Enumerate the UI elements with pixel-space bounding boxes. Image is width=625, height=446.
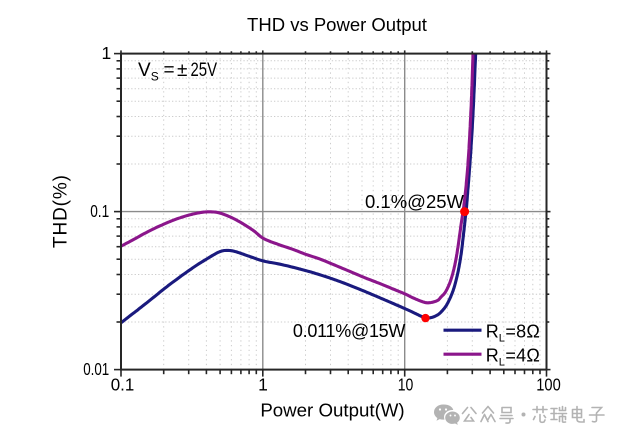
svg-text:VS=±25V: VS = ±25V <box>138 60 217 84</box>
svg-text:RL=8Ω: RL=8Ω <box>486 321 540 344</box>
svg-text:0.011%@15W: 0.011%@15W <box>293 321 406 341</box>
svg-text:THD(%): THD(%) <box>50 175 71 248</box>
svg-text:0.1: 0.1 <box>90 201 109 221</box>
svg-text:0.1%@25W: 0.1%@25W <box>365 191 465 212</box>
svg-text:RL=4Ω: RL=4Ω <box>486 346 540 369</box>
svg-text:1: 1 <box>101 43 111 63</box>
svg-text:100: 100 <box>536 375 561 395</box>
svg-text:Power Output(W): Power Output(W) <box>260 400 404 421</box>
svg-text:1: 1 <box>258 375 268 395</box>
svg-text:THD vs Power Output: THD vs Power Output <box>247 14 427 35</box>
svg-text:0.01: 0.01 <box>83 359 109 379</box>
svg-text:0.1: 0.1 <box>111 375 135 395</box>
svg-text:10: 10 <box>398 375 414 395</box>
